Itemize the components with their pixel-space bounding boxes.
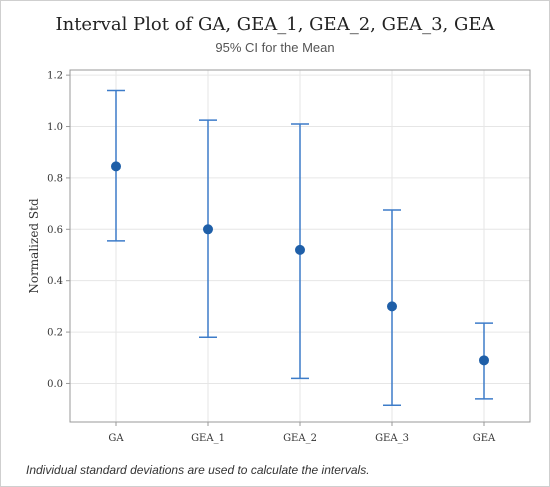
chart-subtitle: 95% CI for the Mean	[215, 40, 335, 55]
y-tick-label: 0.0	[47, 379, 63, 390]
y-tick-label: 0.8	[47, 173, 63, 184]
x-tick-label: GEA	[473, 433, 496, 444]
x-tick-label: GEA_1	[191, 433, 225, 444]
mean-point	[387, 301, 397, 312]
y-tick-label: 1.0	[47, 122, 63, 133]
y-tick-label: 0.4	[47, 276, 63, 287]
mean-point	[295, 244, 305, 255]
footnote: Individual standard deviations are used …	[26, 463, 370, 477]
x-tick-label: GA	[108, 433, 124, 444]
y-axis: 0.0 0.2 0.4 0.6 0.8 1.0 1.2	[47, 71, 70, 390]
y-axis-title: Normalized Std	[27, 198, 41, 294]
x-tick-label: GEA_3	[375, 433, 409, 444]
series-layer	[107, 89, 493, 407]
mean-point	[479, 355, 489, 366]
mean-point	[203, 224, 213, 235]
x-axis: GA GEA_1 GEA_2 GEA_3 GEA	[108, 422, 496, 444]
mean-point	[111, 161, 121, 172]
chart-title: Interval Plot of GA, GEA_1, GEA_2, GEA_3…	[55, 14, 495, 35]
x-tick-label: GEA_2	[283, 433, 317, 444]
y-tick-label: 0.6	[47, 225, 63, 236]
y-tick-label: 0.2	[47, 328, 63, 339]
y-tick-label: 1.2	[47, 71, 63, 82]
